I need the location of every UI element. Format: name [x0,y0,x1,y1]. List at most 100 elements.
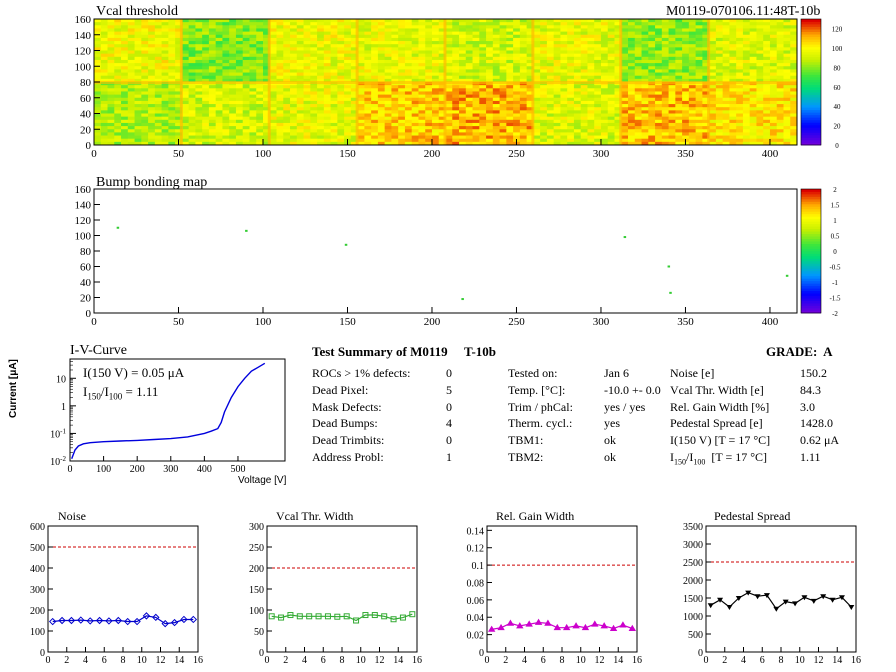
chart-5-point [497,623,505,631]
vcal-colorbar-cell [801,21,821,25]
chart-4-point [390,616,397,623]
bump-colorbar-cell [801,211,821,215]
bump-y-ticklabel: 160 [75,184,92,196]
summary-left-value: 5 [446,382,452,397]
bump-colorbar-cell [801,208,821,212]
bump-colorbar-cell [801,253,821,257]
vcal-colorbar-cell [801,56,821,60]
bump-colorbar-cell [801,213,821,217]
vcal-colorbar-cell [801,117,821,121]
chart-5-frame [486,525,638,653]
bump-colorbar-cell [801,275,821,279]
bump-y-ticklabel: 0 [86,308,92,320]
summary-middle-label: TBM2: [508,450,544,464]
chart-6-y-ticklabel: 1000 [683,612,703,623]
chart-5-x-ticklabel: 4 [522,655,527,666]
bump-colorbar-cell [801,263,821,267]
bump-colorbar-cell [801,248,821,252]
chart-4-point [371,612,378,619]
bump-colorbar-cell [801,300,821,304]
vcal-x-ticklabel: 250 [508,148,525,160]
vcal-y-ticklabel: 160 [75,14,92,26]
chart-5-x-ticklabel: 6 [541,655,546,666]
summary-left-label: Dead Pixel: [312,382,369,397]
gain-width-title: Rel. Gain Width [496,509,575,523]
chart-4-point [343,613,350,620]
bump-colorbar-cell [801,255,821,259]
chart-3-y-ticklabel: 200 [30,606,45,617]
chart-3-point [133,617,141,626]
pedestal-title: Pedestal Spread [714,509,791,523]
vcal-colorbar-cell [801,44,821,48]
bump-colorbar-cell [801,236,821,239]
chart-3-point [114,616,123,625]
summary-middle-label: Tested on: [508,366,558,380]
bump-colorbar-cell [801,241,821,244]
chart-6-x-ticklabel: 16 [851,655,861,666]
bump-colorbar-cell [801,295,821,299]
bump-defect-point [623,236,627,239]
bump-colorbar-cell [801,228,821,232]
chart-3-x-ticklabel: 10 [137,655,147,666]
chart-3-point [189,615,198,624]
vcal-colorbar-cell [801,64,821,68]
chart-3-point [142,612,151,620]
chart-4-point [409,611,416,618]
chart-5-x-ticklabel: 2 [503,655,508,666]
iv-y-ticklabel: 10-2 [50,455,66,468]
chart-6-x-ticklabel: 8 [779,655,784,666]
vcal-colorbar-cell [801,59,821,63]
chart-3-point [86,617,94,625]
ratio-label-part: [T = 17 °C] [705,450,768,464]
bump-colorbar-label: -1.5 [829,295,841,303]
bump-colorbar-cell [801,278,821,282]
bump-colorbar-label: -0.5 [829,264,841,272]
chart-5-point [544,619,552,626]
bump-colorbar-cell [801,308,821,311]
summary-left-label: Dead Trimbits: [312,433,385,448]
vcal-colorbar-cell [801,71,821,75]
chart-6-frame [705,525,857,653]
chart-4-point [287,612,294,619]
ratio-label-part: 100 [693,457,706,467]
vcal-colorbar-cell [801,142,821,146]
chart-6-x-ticklabel: 2 [722,655,727,666]
vcal-colorbar-cell [801,79,821,83]
vcal-colorbar-cell [801,122,821,126]
chart-4-x-ticklabel: 12 [375,655,385,666]
bump-colorbar-cell [801,246,821,249]
bump-colorbar-cell [801,303,821,306]
vcal-threshold-title: Vcal threshold [96,4,179,19]
vcal-colorbar-cell [801,129,821,133]
chart-6-y-ticklabel: 3500 [683,522,703,533]
summary-right-value: 0.62 μA [800,433,840,448]
chart-3-y-ticklabel: 300 [30,585,45,596]
bump-y-ticklabel: 60 [80,262,92,274]
chart-4-point [362,612,369,619]
noise-title: Noise [58,509,86,523]
bump-colorbar-cell [801,251,821,254]
chart-5-point [506,619,515,626]
chart-6-point [735,596,742,601]
module-id: M0119-070106.11:48T-10b [666,4,821,19]
chart-3-point [77,616,85,624]
chart-3-x-ticklabel: 4 [83,655,88,666]
vcal-x-ticklabel: 350 [677,148,694,160]
vcal-colorbar-cell [801,36,821,40]
bump-plot-area [94,189,797,313]
vcal-colorbar-cell [801,49,821,53]
bump-colorbar-cell [801,243,821,247]
chart-5-point [487,625,496,632]
vcal-colorbar-cell [801,74,821,78]
vcal-colorbar-label: 0 [835,142,839,150]
bump-x-ticklabel: 250 [508,316,525,328]
vcal-colorbar-cell [801,41,821,45]
chart-5-y-ticklabel: 0.14 [467,526,485,537]
chart-3-x-ticklabel: 12 [156,655,166,666]
vcal-y-ticklabel: 0 [86,140,92,152]
summary-right-label: Rel. Gain Width [%] [670,399,770,414]
chart-5-point [581,623,590,631]
chart-6-point [810,598,817,604]
chart-4-y-ticklabel: 0 [259,648,264,659]
iv-curve-line [71,362,266,460]
